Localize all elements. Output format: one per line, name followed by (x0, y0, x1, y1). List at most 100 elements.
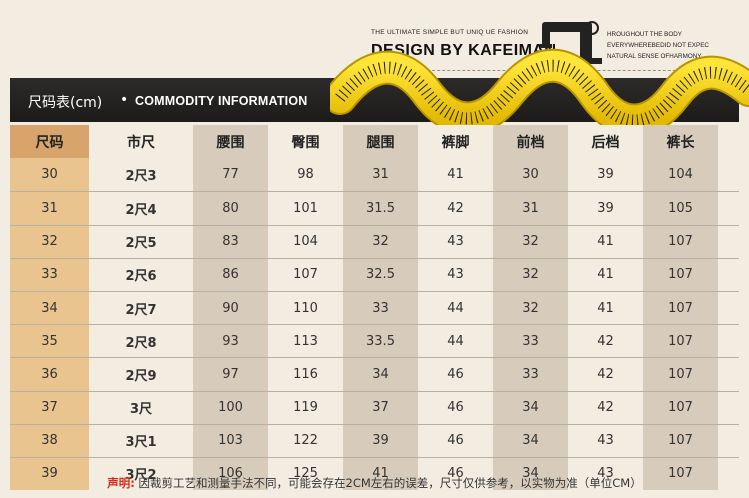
cell-thigh: 32 (343, 225, 418, 258)
cell-hip: 101 (268, 192, 343, 225)
header-hip: 臀围 (268, 125, 343, 159)
cell-back-rise: 43 (568, 424, 643, 457)
cell-hip: 104 (268, 225, 343, 258)
cell-length: 107 (643, 225, 718, 258)
cell-front-rise: 31 (493, 192, 568, 225)
cell-size: 30 (10, 158, 89, 192)
table-row: 39 3尺2 106 125 41 46 34 43 107 (10, 456, 739, 491)
table-row: 34 2尺7 90 110 33 44 32 41 107 (10, 290, 739, 325)
table-row: 36 2尺9 97 116 34 46 33 42 107 (10, 357, 739, 391)
cell-size: 33 (10, 258, 89, 291)
cell-hem: 41 (418, 158, 493, 192)
tagline-right-line-3: NATURAL SENSE OFHARMONY, (607, 53, 703, 60)
cell-thigh: 39 (343, 424, 418, 457)
cell-thigh: 34 (343, 358, 418, 391)
cell-length: 107 (643, 457, 718, 491)
header-front-rise: 前档 (493, 125, 568, 159)
cell-hem: 46 (418, 457, 493, 491)
cell-front-rise: 32 (493, 225, 568, 258)
cell-size: 34 (10, 291, 89, 325)
cell-length: 107 (643, 291, 718, 325)
cell-waist: 80 (193, 192, 268, 225)
cell-shichi: 2尺4 (89, 192, 193, 225)
disclaimer: 声明: 因裁剪工艺和测量手法不同，可能会存在2CM左右的误差，尺寸仅供参考，以实… (0, 475, 749, 498)
cell-back-rise: 42 (568, 358, 643, 391)
tagline-right-line-1: HROUGHOUT THE BODY (607, 31, 682, 38)
cell-shichi: 3尺 (89, 391, 193, 424)
cell-hem: 42 (418, 192, 493, 225)
cell-thigh: 31 (343, 158, 418, 192)
cell-thigh: 31.5 (343, 192, 418, 225)
title-separator: • (120, 92, 129, 108)
cell-hip: 113 (268, 325, 343, 358)
cell-waist: 93 (193, 325, 268, 358)
cell-shichi: 3尺1 (89, 424, 193, 457)
cell-back-rise: 41 (568, 225, 643, 258)
brand-title: DESIGN BY KAFEIMAN (371, 42, 557, 59)
cell-shichi: 2尺5 (89, 225, 193, 258)
cell-waist: 106 (193, 457, 268, 491)
cell-waist: 103 (193, 424, 268, 457)
cell-front-rise: 32 (493, 258, 568, 291)
cell-thigh: 37 (343, 391, 418, 424)
size-table: 尺码 市尺 腰围 臀围 腿围 裤脚 前档 后档 裤长 30 2尺3 77 98 31 41… (10, 125, 739, 491)
cell-back-rise: 42 (568, 325, 643, 358)
cell-hip: 107 (268, 258, 343, 291)
measuring-tape-graphic (330, 48, 749, 138)
cell-shichi: 2尺8 (89, 325, 193, 358)
header-size: 尺码 (10, 125, 89, 159)
cell-front-rise: 33 (493, 358, 568, 391)
cell-hip: 119 (268, 391, 343, 424)
cell-back-rise: 41 (568, 291, 643, 325)
cell-front-rise: 30 (493, 158, 568, 192)
table-row: 37 3尺 100 119 37 46 34 42 107 (10, 390, 739, 424)
cell-size: 36 (10, 358, 89, 391)
cell-length: 107 (643, 358, 718, 391)
cell-hip: 98 (268, 158, 343, 192)
tagline-left: THE ULTIMATE SIMPLE BUT UNIQ UE FASHION (371, 29, 529, 36)
cell-front-rise: 32 (493, 291, 568, 325)
cell-hem: 46 (418, 391, 493, 424)
disclaimer-text: 因裁剪工艺和测量手法不同，可能会存在2CM左右的误差，尺寸仅供参考，以实物为准（… (138, 476, 642, 490)
cell-hip: 110 (268, 291, 343, 325)
cell-back-rise: 41 (568, 258, 643, 291)
table-row: 32 2尺5 83 104 32 43 32 41 107 (10, 224, 739, 258)
header-thigh: 腿围 (343, 125, 418, 159)
tagline-right-line-2: EVERYWHEREBEDID NOT EXPEC (607, 42, 709, 49)
commodity-information-title: COMMODITY INFORMATION (135, 94, 308, 108)
cell-hem: 46 (418, 424, 493, 457)
size-chart-title: 尺码表(cm) (28, 95, 103, 111)
header-waist: 腰围 (193, 125, 268, 159)
cell-back-rise: 43 (568, 457, 643, 491)
cell-thigh: 41 (343, 457, 418, 491)
cell-shichi: 2尺7 (89, 291, 193, 325)
cell-front-rise: 33 (493, 325, 568, 358)
header-back-rise: 后档 (568, 125, 643, 159)
cell-waist: 97 (193, 358, 268, 391)
cell-hem: 46 (418, 358, 493, 391)
cell-size: 37 (10, 391, 89, 424)
cell-waist: 90 (193, 291, 268, 325)
cell-front-rise: 34 (493, 457, 568, 491)
cell-length: 104 (643, 158, 718, 192)
cell-hem: 44 (418, 325, 493, 358)
cell-length: 105 (643, 192, 718, 225)
cell-hip: 125 (268, 457, 343, 491)
table-row: 33 2尺6 86 107 32.5 43 32 41 107 (10, 257, 739, 291)
disclaimer-label: 声明: (107, 476, 135, 490)
cell-hem: 44 (418, 291, 493, 325)
table-row: 35 2尺8 93 113 33.5 44 33 42 107 (10, 324, 739, 358)
header-length: 裤长 (643, 125, 718, 159)
header-hem: 裤脚 (418, 125, 493, 159)
cell-front-rise: 34 (493, 391, 568, 424)
cell-back-rise: 39 (568, 192, 643, 225)
cell-hem: 43 (418, 225, 493, 258)
table-header-row: 尺码 市尺 腰围 臀围 腿围 裤脚 前档 后档 裤长 (10, 125, 739, 159)
table-row: 38 3尺1 103 122 39 46 34 43 107 (10, 423, 739, 457)
cell-waist: 100 (193, 391, 268, 424)
cell-waist: 86 (193, 258, 268, 291)
cell-size: 39 (10, 457, 89, 491)
cell-shichi: 2尺6 (89, 258, 193, 291)
cell-size: 32 (10, 225, 89, 258)
cell-length: 107 (643, 325, 718, 358)
